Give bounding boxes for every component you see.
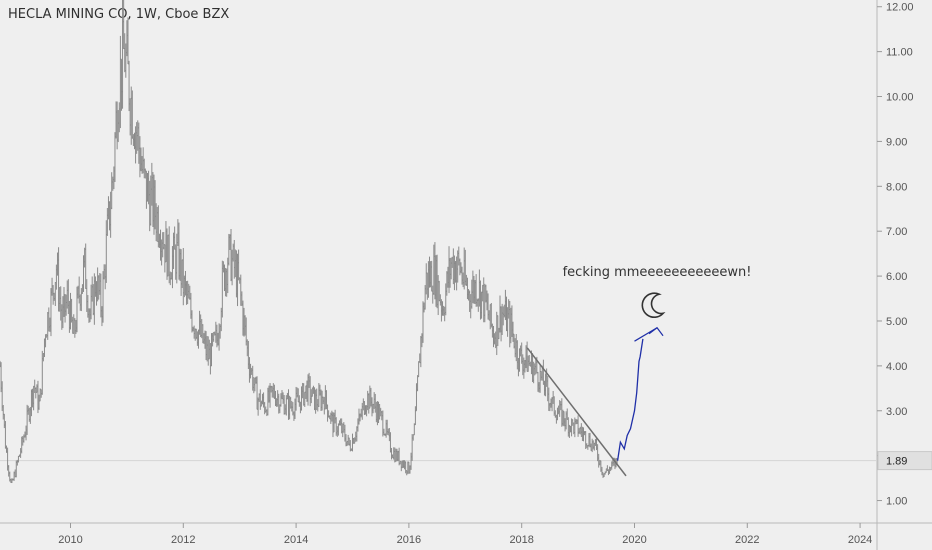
y-tick-label: 6.00 bbox=[886, 271, 907, 283]
y-tick-label: 9.00 bbox=[886, 136, 907, 148]
annotation-text[interactable]: fecking mmeeeeeeeeeeewn! bbox=[563, 265, 752, 280]
x-tick-label: 2012 bbox=[171, 534, 195, 546]
y-tick-label: 10.00 bbox=[886, 92, 914, 104]
x-tick-label: 2018 bbox=[509, 534, 533, 546]
x-tick-label: 2016 bbox=[397, 534, 421, 546]
price-badge bbox=[877, 451, 932, 471]
price-badge-label: 1.89 bbox=[886, 456, 907, 468]
x-tick-label: 2024 bbox=[848, 534, 872, 546]
chart-title: HECLA MINING CO, 1W, Cboe BZX bbox=[8, 7, 230, 22]
projection-line[interactable] bbox=[616, 338, 644, 461]
y-tick-label: 3.00 bbox=[886, 406, 907, 418]
y-tick-label: 7.00 bbox=[886, 226, 907, 238]
y-tick-label: 5.00 bbox=[886, 316, 907, 328]
y-tick-label: 12.00 bbox=[886, 2, 914, 14]
x-tick-label: 2020 bbox=[622, 534, 646, 546]
arrow-head-icon bbox=[648, 326, 664, 337]
x-tick-label: 2014 bbox=[284, 534, 308, 546]
y-tick-label: 11.00 bbox=[886, 47, 913, 59]
crescent-moon-icon bbox=[641, 292, 666, 318]
y-tick-label: 4.00 bbox=[886, 361, 907, 373]
y-tick-label: 8.00 bbox=[886, 181, 907, 193]
x-tick-label: 2010 bbox=[58, 534, 82, 546]
y-tick-label: 1.00 bbox=[886, 496, 907, 508]
x-tick-label: 2022 bbox=[735, 534, 759, 546]
trendline[interactable] bbox=[526, 347, 627, 477]
